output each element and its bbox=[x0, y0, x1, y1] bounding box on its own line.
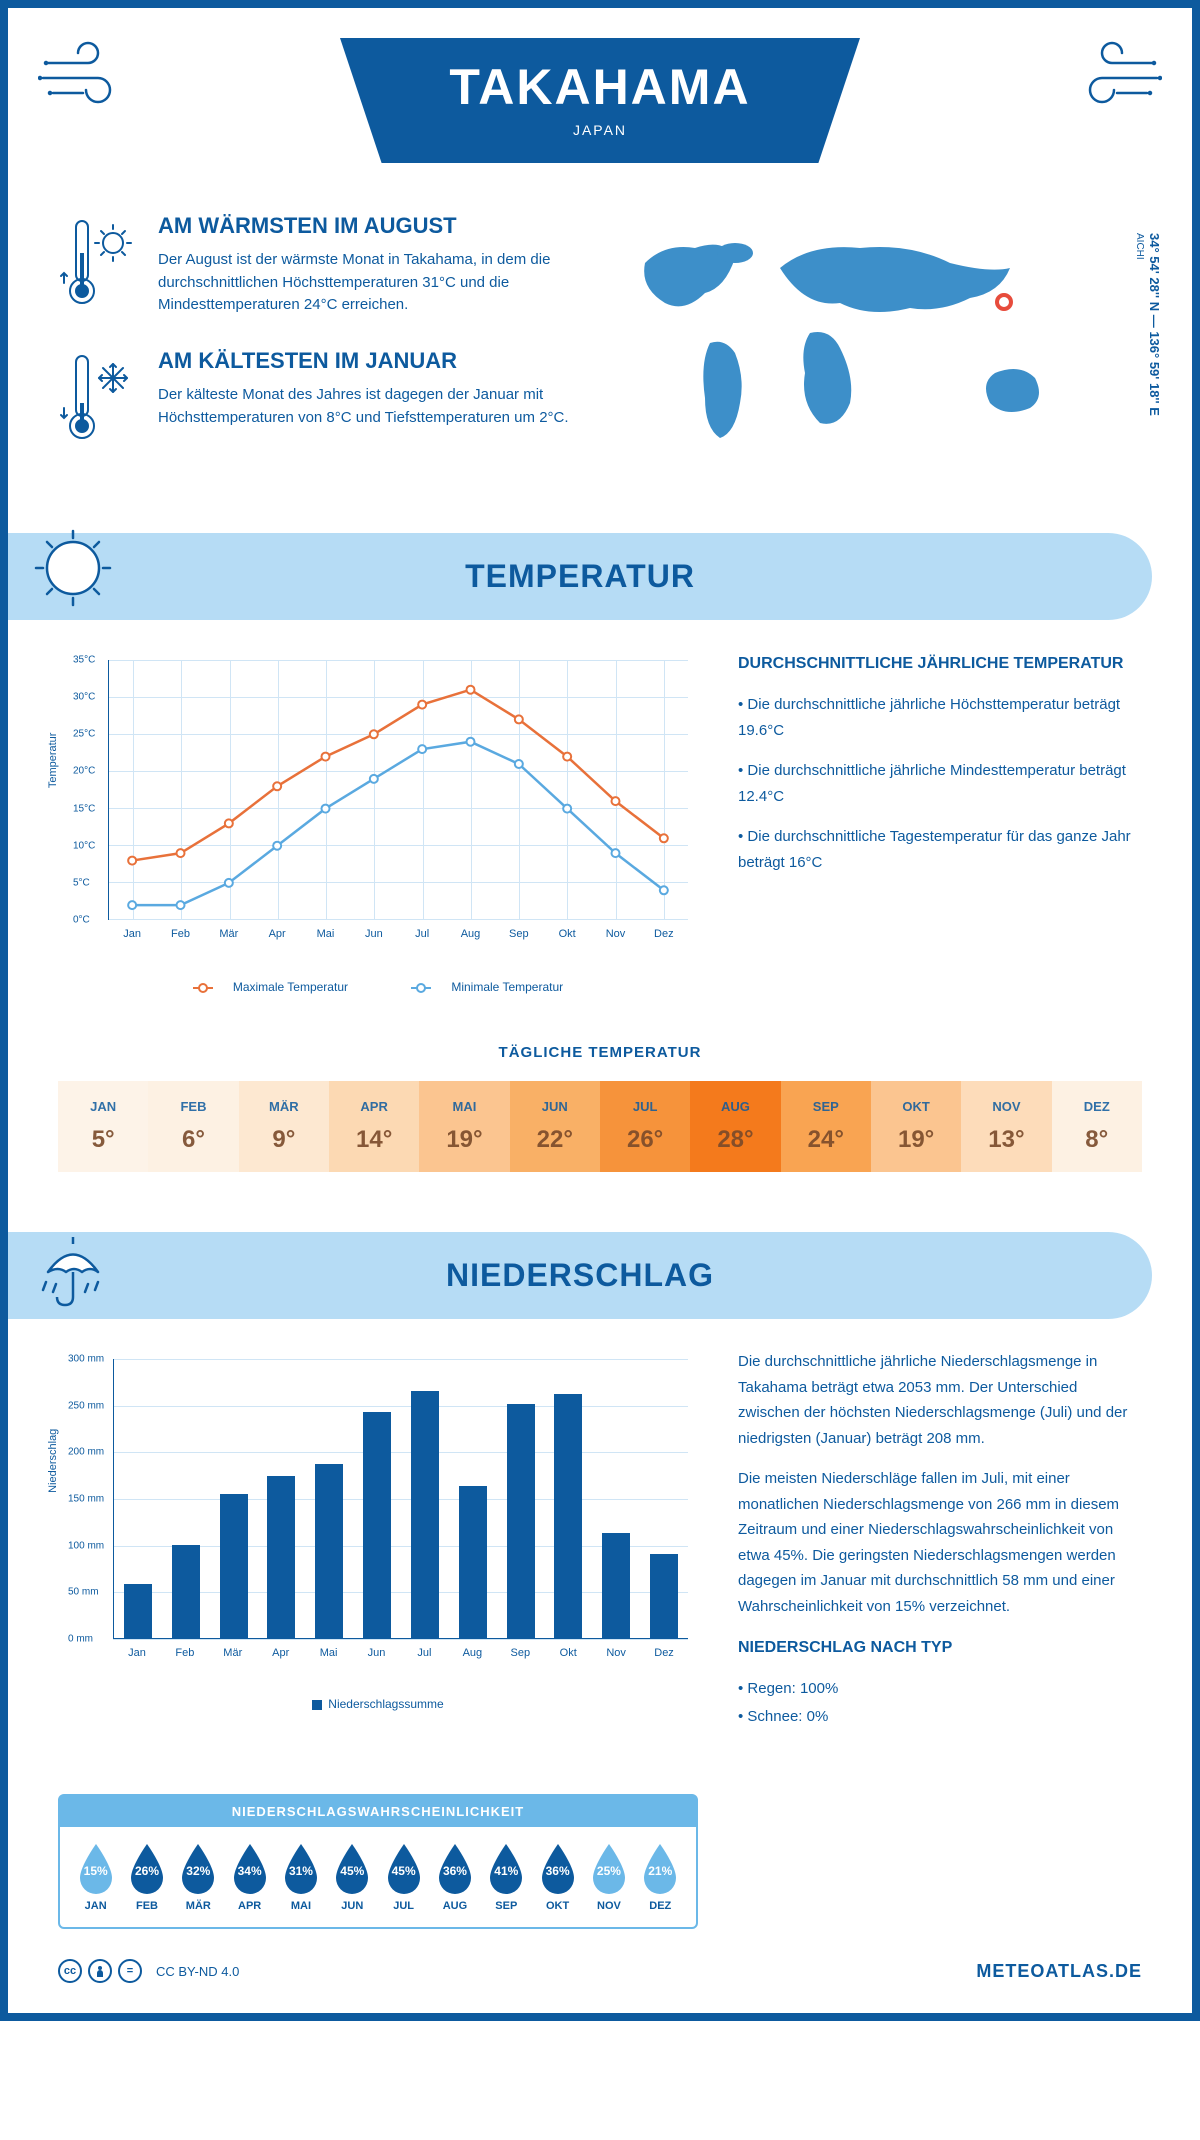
drop-icon: 41% bbox=[485, 1842, 527, 1894]
temp-cell: NOV13° bbox=[961, 1081, 1051, 1172]
warmest-text: Der August ist der wärmste Monat in Taka… bbox=[158, 249, 585, 317]
drop-item: 36%OKT bbox=[537, 1842, 579, 1912]
bar bbox=[124, 1584, 152, 1638]
footer: cc = CC BY-ND 4.0 METEOATLAS.DE bbox=[8, 1929, 1192, 1993]
info-row: AM WÄRMSTEN IM AUGUST Der August ist der… bbox=[8, 203, 1192, 513]
bar bbox=[554, 1394, 582, 1638]
coldest-block: AM KÄLTESTEN IM JANUAR Der kälteste Mona… bbox=[58, 348, 585, 453]
wind-icon bbox=[38, 38, 138, 123]
bar bbox=[172, 1545, 200, 1638]
drop-icon: 26% bbox=[126, 1842, 168, 1894]
temp-legend: Maximale Temperatur Minimale Temperatur bbox=[58, 980, 698, 994]
temp-cell: MÄR9° bbox=[239, 1081, 329, 1172]
world-map: 34° 54' 28'' N — 136° 59' 18'' EAICHI bbox=[615, 213, 1142, 483]
license: cc = CC BY-ND 4.0 bbox=[58, 1959, 239, 1983]
coldest-title: AM KÄLTESTEN IM JANUAR bbox=[158, 348, 585, 374]
coordinates: 34° 54' 28'' N — 136° 59' 18'' EAICHI bbox=[1132, 233, 1162, 416]
drop-item: 31%MAI bbox=[280, 1842, 322, 1912]
title-banner: TAKAHAMA JAPAN bbox=[340, 38, 860, 163]
site-name: METEOATLAS.DE bbox=[976, 1961, 1142, 1982]
daily-temp-table: TÄGLICHE TEMPERATUR JAN5°FEB6°MÄR9°APR14… bbox=[8, 1024, 1192, 1212]
umbrella-icon bbox=[28, 1222, 118, 1317]
drop-icon: 36% bbox=[434, 1842, 476, 1894]
temp-cell: AUG28° bbox=[690, 1081, 780, 1172]
temp-cell: OKT19° bbox=[871, 1081, 961, 1172]
drop-icon: 31% bbox=[280, 1842, 322, 1894]
bar bbox=[315, 1464, 343, 1638]
bar bbox=[650, 1554, 678, 1638]
drop-icon: 21% bbox=[639, 1842, 681, 1894]
precip-legend: Niederschlagssumme bbox=[58, 1697, 698, 1711]
nd-icon: = bbox=[118, 1959, 142, 1983]
precip-text: Die durchschnittliche jährliche Niedersc… bbox=[738, 1349, 1142, 1744]
drop-icon: 36% bbox=[537, 1842, 579, 1894]
drop-item: 26%FEB bbox=[126, 1842, 168, 1912]
drop-item: 32%MÄR bbox=[177, 1842, 219, 1912]
temp-line-chart: Temperatur 0°C5°C10°C15°C20°C25°C30°C35°… bbox=[58, 650, 698, 994]
drop-item: 41%SEP bbox=[485, 1842, 527, 1912]
by-icon bbox=[88, 1959, 112, 1983]
precip-chart-row: Niederschlag 0 mm50 mm100 mm150 mm200 mm… bbox=[8, 1349, 1192, 1774]
thermometer-hot-icon bbox=[58, 213, 138, 318]
city-title: TAKAHAMA bbox=[400, 58, 800, 116]
bar bbox=[411, 1391, 439, 1638]
temp-chart-row: Temperatur 0°C5°C10°C15°C20°C25°C30°C35°… bbox=[8, 650, 1192, 1024]
drop-icon: 34% bbox=[229, 1842, 271, 1894]
drop-item: 15%JAN bbox=[75, 1842, 117, 1912]
drop-icon: 45% bbox=[383, 1842, 425, 1894]
temp-cell: SEP24° bbox=[781, 1081, 871, 1172]
bar bbox=[459, 1486, 487, 1638]
warmest-block: AM WÄRMSTEN IM AUGUST Der August ist der… bbox=[58, 213, 585, 318]
precip-bar-chart: Niederschlag 0 mm50 mm100 mm150 mm200 mm… bbox=[58, 1349, 698, 1744]
thermometer-cold-icon bbox=[58, 348, 138, 453]
section-title: NIEDERSCHLAG bbox=[8, 1257, 1152, 1294]
wind-icon bbox=[1062, 38, 1162, 123]
drop-item: 25%NOV bbox=[588, 1842, 630, 1912]
precip-probability-box: NIEDERSCHLAGSWAHRSCHEINLICHKEIT 15%JAN26… bbox=[58, 1794, 698, 1929]
drop-icon: 45% bbox=[331, 1842, 373, 1894]
section-header-precip: NIEDERSCHLAG bbox=[8, 1232, 1152, 1319]
temp-cell: APR14° bbox=[329, 1081, 419, 1172]
drop-icon: 32% bbox=[177, 1842, 219, 1894]
drop-item: 45%JUL bbox=[383, 1842, 425, 1912]
bar bbox=[220, 1494, 248, 1638]
bar bbox=[602, 1533, 630, 1638]
warmest-title: AM WÄRMSTEN IM AUGUST bbox=[158, 213, 585, 239]
temp-cell: JAN5° bbox=[58, 1081, 148, 1172]
sun-icon bbox=[28, 523, 118, 618]
temp-cell: FEB6° bbox=[148, 1081, 238, 1172]
drop-item: 21%DEZ bbox=[639, 1842, 681, 1912]
cc-icon: cc bbox=[58, 1959, 82, 1983]
temp-stats: DURCHSCHNITTLICHE JÄHRLICHE TEMPERATUR •… bbox=[738, 650, 1142, 994]
temp-cell: JUN22° bbox=[510, 1081, 600, 1172]
drop-icon: 15% bbox=[75, 1842, 117, 1894]
header: TAKAHAMA JAPAN bbox=[8, 8, 1192, 203]
drop-item: 36%AUG bbox=[434, 1842, 476, 1912]
drop-item: 45%JUN bbox=[331, 1842, 373, 1912]
section-title: TEMPERATUR bbox=[8, 558, 1152, 595]
info-left: AM WÄRMSTEN IM AUGUST Der August ist der… bbox=[58, 213, 585, 483]
drop-item: 34%APR bbox=[229, 1842, 271, 1912]
bar bbox=[507, 1404, 535, 1638]
bar bbox=[267, 1476, 295, 1638]
drop-icon: 25% bbox=[588, 1842, 630, 1894]
temp-cell: MAI19° bbox=[419, 1081, 509, 1172]
map-marker-icon bbox=[995, 293, 1013, 311]
bar bbox=[363, 1412, 391, 1638]
temp-cell: JUL26° bbox=[600, 1081, 690, 1172]
section-header-temp: TEMPERATUR bbox=[8, 533, 1152, 620]
infographic-page: TAKAHAMA JAPAN AM WÄRMSTEN IM AUGUST Der… bbox=[0, 0, 1200, 2021]
temp-cell: DEZ8° bbox=[1052, 1081, 1142, 1172]
coldest-text: Der kälteste Monat des Jahres ist dagege… bbox=[158, 384, 585, 429]
country-subtitle: JAPAN bbox=[400, 122, 800, 138]
